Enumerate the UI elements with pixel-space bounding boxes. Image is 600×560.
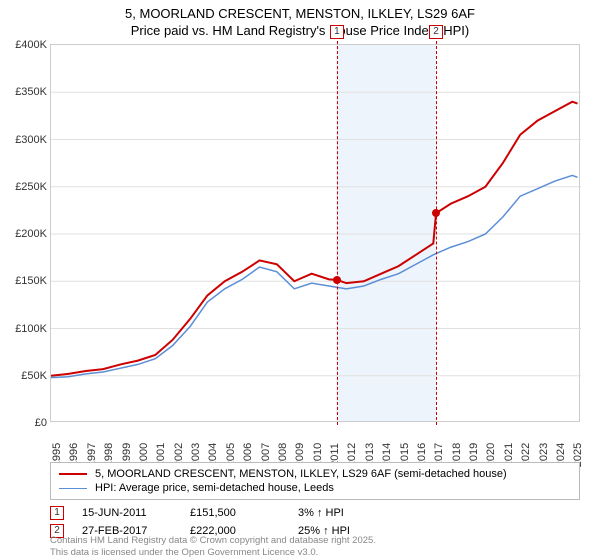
marker-label-box: 1 — [330, 25, 344, 39]
event-delta: 3% ↑ HPI — [298, 507, 388, 519]
y-tick-label: £350K — [15, 86, 47, 98]
chart-svg — [51, 45, 579, 421]
event-date: 15-JUN-2011 — [82, 507, 172, 519]
marker-vline — [337, 41, 338, 425]
y-tick-label: £400K — [15, 39, 47, 51]
y-tick-label: £250K — [15, 181, 47, 193]
title-line-2: Price paid vs. HM Land Registry's House … — [0, 23, 600, 40]
series-hpi — [51, 175, 578, 377]
footer-attribution: Contains HM Land Registry data © Crown c… — [50, 535, 376, 558]
x-axis: 1995199619971998199920002001200220032004… — [51, 423, 579, 459]
legend-label: HPI: Average price, semi-detached house,… — [95, 482, 334, 494]
y-axis: £0£50K£100K£150K£200K£250K£300K£350K£400… — [3, 45, 49, 421]
series-price_paid — [51, 102, 578, 376]
y-tick-label: £50K — [21, 370, 47, 382]
chart-title: 5, MOORLAND CRESCENT, MENSTON, ILKLEY, L… — [0, 0, 600, 40]
title-line-1: 5, MOORLAND CRESCENT, MENSTON, ILKLEY, L… — [0, 6, 600, 23]
footer-line-1: Contains HM Land Registry data © Crown c… — [50, 535, 376, 546]
marker-dot — [432, 209, 440, 217]
legend-label: 5, MOORLAND CRESCENT, MENSTON, ILKLEY, L… — [95, 468, 507, 480]
marker-label-box: 2 — [429, 25, 443, 39]
y-tick-label: £0 — [35, 417, 47, 429]
legend-item: 5, MOORLAND CRESCENT, MENSTON, ILKLEY, L… — [59, 467, 571, 481]
legend: 5, MOORLAND CRESCENT, MENSTON, ILKLEY, L… — [50, 462, 580, 500]
legend-swatch — [59, 488, 87, 489]
chart-area: £0£50K£100K£150K£200K£250K£300K£350K£400… — [50, 44, 580, 422]
marker-vline — [436, 41, 437, 425]
plot-area: £0£50K£100K£150K£200K£250K£300K£350K£400… — [51, 45, 579, 421]
y-tick-label: £150K — [15, 275, 47, 287]
event-row: 1 15-JUN-2011 £151,500 3% ↑ HPI — [50, 504, 580, 522]
y-tick-label: £100K — [15, 323, 47, 335]
y-tick-label: £200K — [15, 228, 47, 240]
legend-item: HPI: Average price, semi-detached house,… — [59, 481, 571, 495]
legend-swatch — [59, 473, 87, 475]
marker-dot — [333, 276, 341, 284]
event-price: £151,500 — [190, 507, 280, 519]
footer-line-2: This data is licensed under the Open Gov… — [50, 547, 376, 558]
y-tick-label: £300K — [15, 134, 47, 146]
event-marker-box: 1 — [50, 506, 64, 520]
